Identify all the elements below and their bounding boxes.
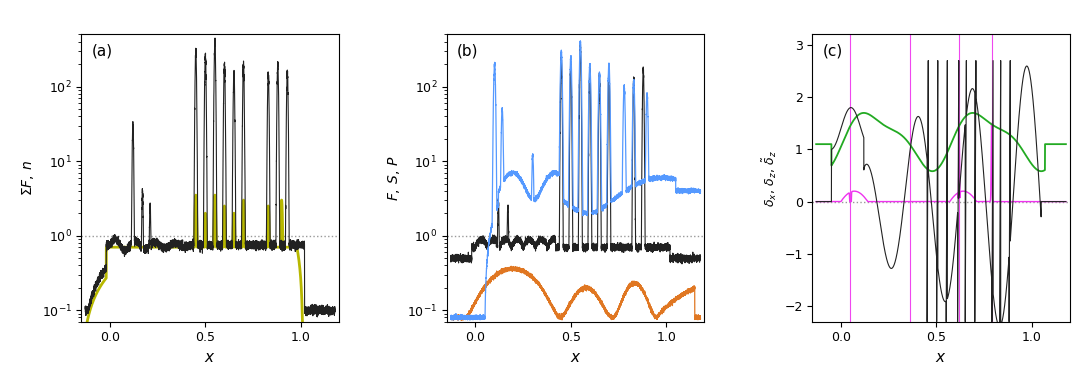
Text: (a): (a) (91, 43, 113, 58)
X-axis label: $x$: $x$ (204, 350, 216, 365)
Y-axis label: $F,\, S,\, P$: $F,\, S,\, P$ (386, 155, 402, 201)
Text: (c): (c) (823, 43, 843, 58)
Text: (b): (b) (457, 43, 479, 58)
Y-axis label: $\Sigma F,\, n$: $\Sigma F,\, n$ (20, 160, 36, 196)
X-axis label: $x$: $x$ (935, 350, 947, 365)
Y-axis label: $\delta_x,\, \delta_z,\, \tilde{\delta}_z$: $\delta_x,\, \delta_z,\, \tilde{\delta}_… (760, 149, 779, 207)
X-axis label: $x$: $x$ (570, 350, 581, 365)
